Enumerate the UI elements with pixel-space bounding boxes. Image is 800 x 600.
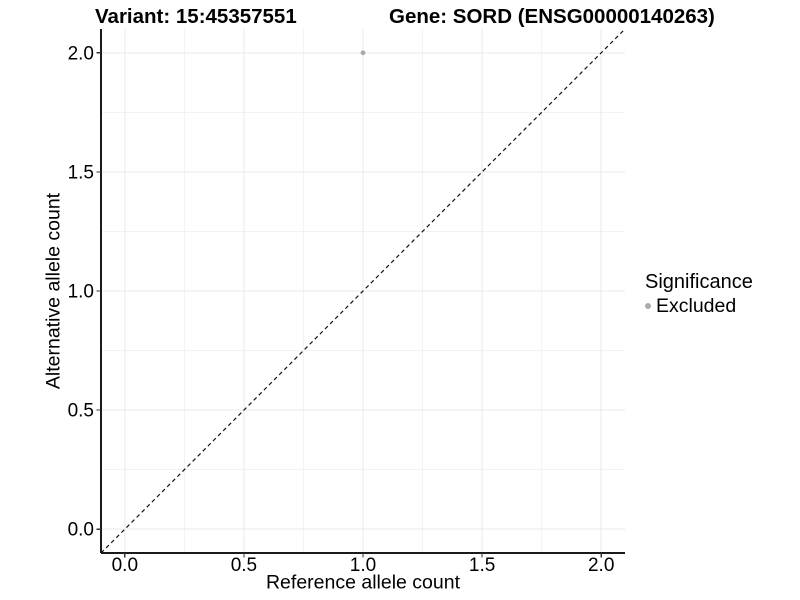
x-tick-label: 2.0	[588, 555, 614, 576]
x-tick-label: 0.5	[231, 555, 257, 576]
data-point	[360, 50, 366, 56]
identity-dashed-line	[100, 28, 626, 554]
x-tick-label: 1.0	[350, 555, 376, 576]
legend-item-label: Excluded	[656, 295, 737, 317]
legend-title: Significance	[645, 271, 753, 293]
y-axis-title: Alternative allele count	[42, 192, 65, 390]
y-tick-label: 0.5	[68, 401, 94, 422]
legend-item-excluded: Excluded	[645, 295, 753, 317]
y-tick-label: 1.5	[68, 162, 94, 183]
plot-title-variant: Variant: 15:45357551	[95, 5, 297, 28]
x-tick-label: 1.5	[469, 555, 495, 576]
y-tick-label: 1.0	[68, 282, 94, 303]
y-tick-label: 2.0	[68, 43, 94, 64]
x-tick-label: 0.0	[112, 555, 138, 576]
x-axis-title: Reference allele count	[265, 571, 461, 594]
legend: Significance Excluded	[645, 270, 753, 317]
y-tick-label: 0.0	[68, 520, 94, 541]
legend-marker-dot	[645, 303, 651, 309]
plot-title-gene: Gene: SORD (ENSG00000140263)	[389, 5, 715, 28]
